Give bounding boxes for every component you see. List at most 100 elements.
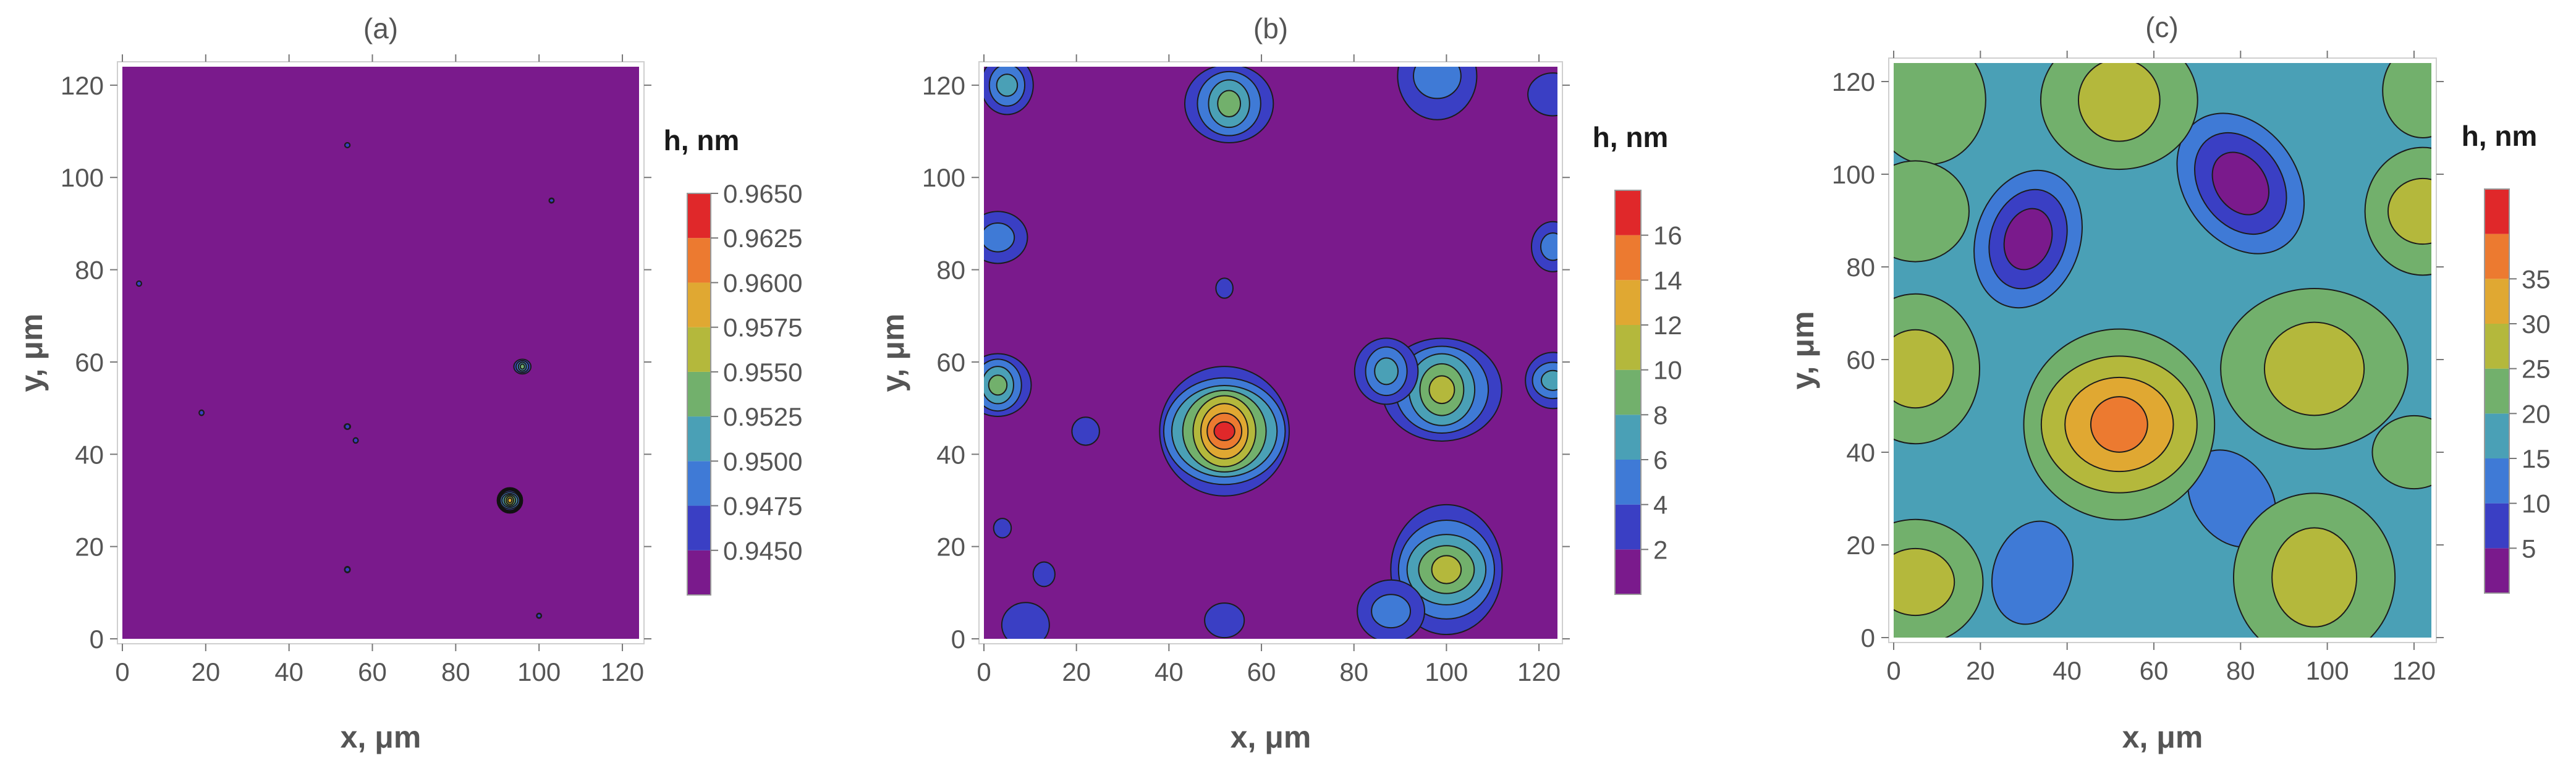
x-tick-label: 100 xyxy=(517,657,561,686)
colorbar-tick-label: 8 xyxy=(1653,400,1667,429)
y-tick-label: 120 xyxy=(61,71,104,100)
colorbar-swatch xyxy=(687,371,711,417)
colorbar-swatch xyxy=(2485,503,2509,549)
contour-level xyxy=(988,374,1008,396)
x-tick-label: 60 xyxy=(358,657,387,686)
contour-speck xyxy=(344,566,351,573)
panel-title: (c) xyxy=(2145,11,2179,43)
colorbar-tick-label: 0.9575 xyxy=(723,313,802,342)
x-tick-label: 40 xyxy=(2053,656,2082,685)
colorbar: h, nm 5 10 15 20 25 30 35 xyxy=(2462,120,2551,594)
contour-speck xyxy=(352,437,359,444)
y-tick-label: 80 xyxy=(1846,253,1875,282)
x-tick-label: 20 xyxy=(1966,656,1995,685)
y-tick-label: 60 xyxy=(1846,345,1875,374)
colorbar-swatch xyxy=(1615,415,1641,460)
colorbar-swatch xyxy=(1615,504,1641,550)
colorbar-swatch xyxy=(1615,280,1641,325)
colorbar-title: h, nm xyxy=(2462,120,2538,152)
colorbar-tick-label: 0.9500 xyxy=(723,447,802,476)
colorbar-swatch xyxy=(687,238,711,283)
colorbar-tick-label: 15 xyxy=(2522,444,2551,473)
contour-field xyxy=(122,67,639,639)
x-tick-label: 40 xyxy=(274,657,303,686)
colorbar-title: h, nm xyxy=(1593,121,1669,153)
x-tick-label: 80 xyxy=(441,657,470,686)
colorbar-swatch xyxy=(2485,458,2509,504)
colorbar-frame xyxy=(2484,188,2510,594)
colorbar-tick-label: 16 xyxy=(1653,221,1682,250)
contour-level xyxy=(2371,415,2431,490)
x-axis-label: x, μm xyxy=(2122,720,2203,754)
colorbar: h, nm 2 4 6 8 10 12 14 16 xyxy=(1593,121,1682,595)
colorbar-tick-label: 20 xyxy=(2522,399,2551,428)
colorbar-swatch xyxy=(687,416,711,462)
contour-field xyxy=(1894,63,2431,638)
contour-level xyxy=(1894,160,1970,263)
x-tick-label: 80 xyxy=(1339,657,1368,686)
y-tick-label: 60 xyxy=(936,348,965,377)
colorbar-swatch xyxy=(1615,549,1641,594)
colorbar-swatch xyxy=(2485,189,2509,234)
contour-level xyxy=(1540,369,1557,391)
colorbar-tick-label: 30 xyxy=(2522,310,2551,339)
panel-title: (a) xyxy=(363,12,398,44)
valley-contour xyxy=(2003,208,2053,271)
colorbar-tick-label: 4 xyxy=(1653,491,1667,520)
contour-level xyxy=(1071,416,1100,446)
x-tick-label: 60 xyxy=(1247,657,1276,686)
contour-level xyxy=(1431,555,1462,584)
contour-speck xyxy=(548,197,555,204)
y-tick-label: 20 xyxy=(1846,531,1875,560)
x-tick-label: 0 xyxy=(115,657,129,686)
colorbar-tick-label: 0.9450 xyxy=(723,536,802,565)
colorbar-swatch xyxy=(1615,460,1641,505)
axes: 0 20 40 60 80 100 120 0 20 40 60 80 100 120 xyxy=(1832,51,2444,685)
contour-level xyxy=(1001,602,1050,639)
x-tick-label: 20 xyxy=(191,657,220,686)
colorbar-tick-label: 2 xyxy=(1653,535,1667,564)
colorbar-tick-label: 0.9525 xyxy=(723,402,802,431)
x-tick-label: 0 xyxy=(977,657,991,686)
y-tick-label: 100 xyxy=(61,163,104,192)
contour-level xyxy=(2387,177,2431,245)
colorbar-swatch xyxy=(2485,368,2509,414)
contour-speck xyxy=(344,141,351,148)
colorbar-swatch xyxy=(687,550,711,595)
colorbar-tick-label: 35 xyxy=(2522,264,2551,293)
colorbar-swatch xyxy=(687,282,711,327)
panel-a: (a) 0 20 40 60 80 100 120 0 20 40 60 80 100 120 x, μm y,… xyxy=(14,12,802,754)
x-axis-label: x, μm xyxy=(341,720,422,754)
contour-level xyxy=(507,497,513,504)
contour-level xyxy=(2263,321,2365,416)
colorbar: h, nm 0.9450 0.9475 0.9500 0.9525 0.9550 0.957… xyxy=(664,124,802,596)
x-tick-label: 40 xyxy=(1155,657,1184,686)
contour-level xyxy=(1215,277,1234,299)
contour-speck xyxy=(135,280,142,287)
colorbar-swatch xyxy=(2485,548,2509,593)
colorbar-title: h, nm xyxy=(664,124,740,156)
contour-rim xyxy=(496,487,523,514)
x-tick-label: 0 xyxy=(1886,656,1900,685)
colorbar-swatch xyxy=(1615,190,1641,235)
contour-level xyxy=(1213,421,1235,442)
axes: 0 20 40 60 80 100 120 0 20 40 60 80 100 120 xyxy=(922,54,1570,686)
contour-level xyxy=(1527,72,1557,117)
y-tick-label: 80 xyxy=(936,256,965,285)
y-tick-label: 40 xyxy=(75,440,104,469)
colorbar-swatch xyxy=(687,193,711,238)
colorbar-swatch xyxy=(1615,235,1641,280)
contour-level xyxy=(1894,329,1954,409)
contour-background xyxy=(122,67,639,639)
x-tick-label: 60 xyxy=(2140,656,2169,685)
y-tick-label: 120 xyxy=(1832,67,1875,96)
axes: 0 20 40 60 80 100 120 0 20 40 60 80 100 120 xyxy=(61,54,651,686)
contour-level xyxy=(2271,527,2357,628)
y-tick-label: 100 xyxy=(1832,160,1875,189)
contour-level xyxy=(996,74,1019,97)
contour-level xyxy=(1540,232,1557,261)
contour-speck xyxy=(344,423,351,430)
contour-level xyxy=(1032,561,1056,588)
contour-level xyxy=(984,222,1015,253)
